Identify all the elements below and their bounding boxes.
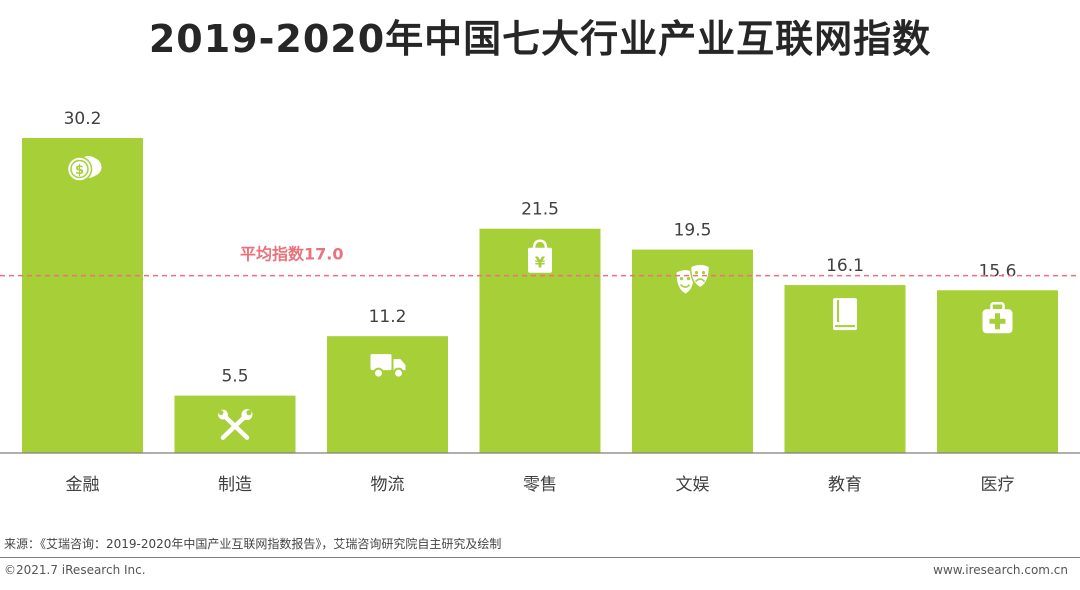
book-icon (833, 298, 857, 331)
chart-title: 2019-2020年中国七大行业产业互联网指数 (148, 17, 932, 61)
value-label-物流: 11.2 (369, 307, 407, 327)
bar-chart: $¥ 30.25.511.221.519.516.1 15.6 平均指数17.0 … (0, 109, 1080, 495)
wrench-icon (218, 409, 253, 440)
coins-icon: $ (66, 156, 102, 182)
value-label-制造: 5.5 (221, 367, 248, 387)
website-link[interactable]: www.iresearch.com.cn (933, 563, 1068, 577)
bar-金融 (22, 138, 143, 453)
category-label-金融: 金融 (66, 475, 100, 495)
footer-divider (0, 557, 1080, 558)
medical-kit-icon (982, 302, 1013, 334)
category-label-教育: 教育 (828, 475, 862, 495)
category-label-零售: 零售 (523, 475, 557, 495)
value-label-文娱: 19.5 (674, 221, 712, 241)
category-label-制造: 制造 (218, 475, 252, 495)
theater-masks-icon (676, 263, 711, 294)
bar-物流 (327, 336, 448, 453)
value-label-金融: 30.2 (64, 109, 102, 129)
average-label: 平均指数17.0 (240, 245, 343, 264)
shopping-bag-icon: ¥ (528, 239, 552, 273)
source-note: 来源：《艾瑞咨询：2019-2020年中国产业互联网指数报告》，艾瑞咨询研究院自… (4, 537, 502, 551)
value-label-零售: 21.5 (521, 200, 559, 220)
svg-text:$: $ (75, 163, 84, 178)
svg-text:¥: ¥ (535, 254, 546, 272)
copyright-text: ©2021.7 iResearch Inc. (4, 563, 146, 577)
truck-icon (370, 354, 406, 379)
category-label-文娱: 文娱 (676, 475, 710, 495)
value-label-医疗: 15.6 (979, 261, 1017, 281)
value-label-教育: 16.1 (826, 256, 864, 276)
category-label-医疗: 医疗 (981, 475, 1015, 495)
category-label-物流: 物流 (371, 475, 405, 495)
